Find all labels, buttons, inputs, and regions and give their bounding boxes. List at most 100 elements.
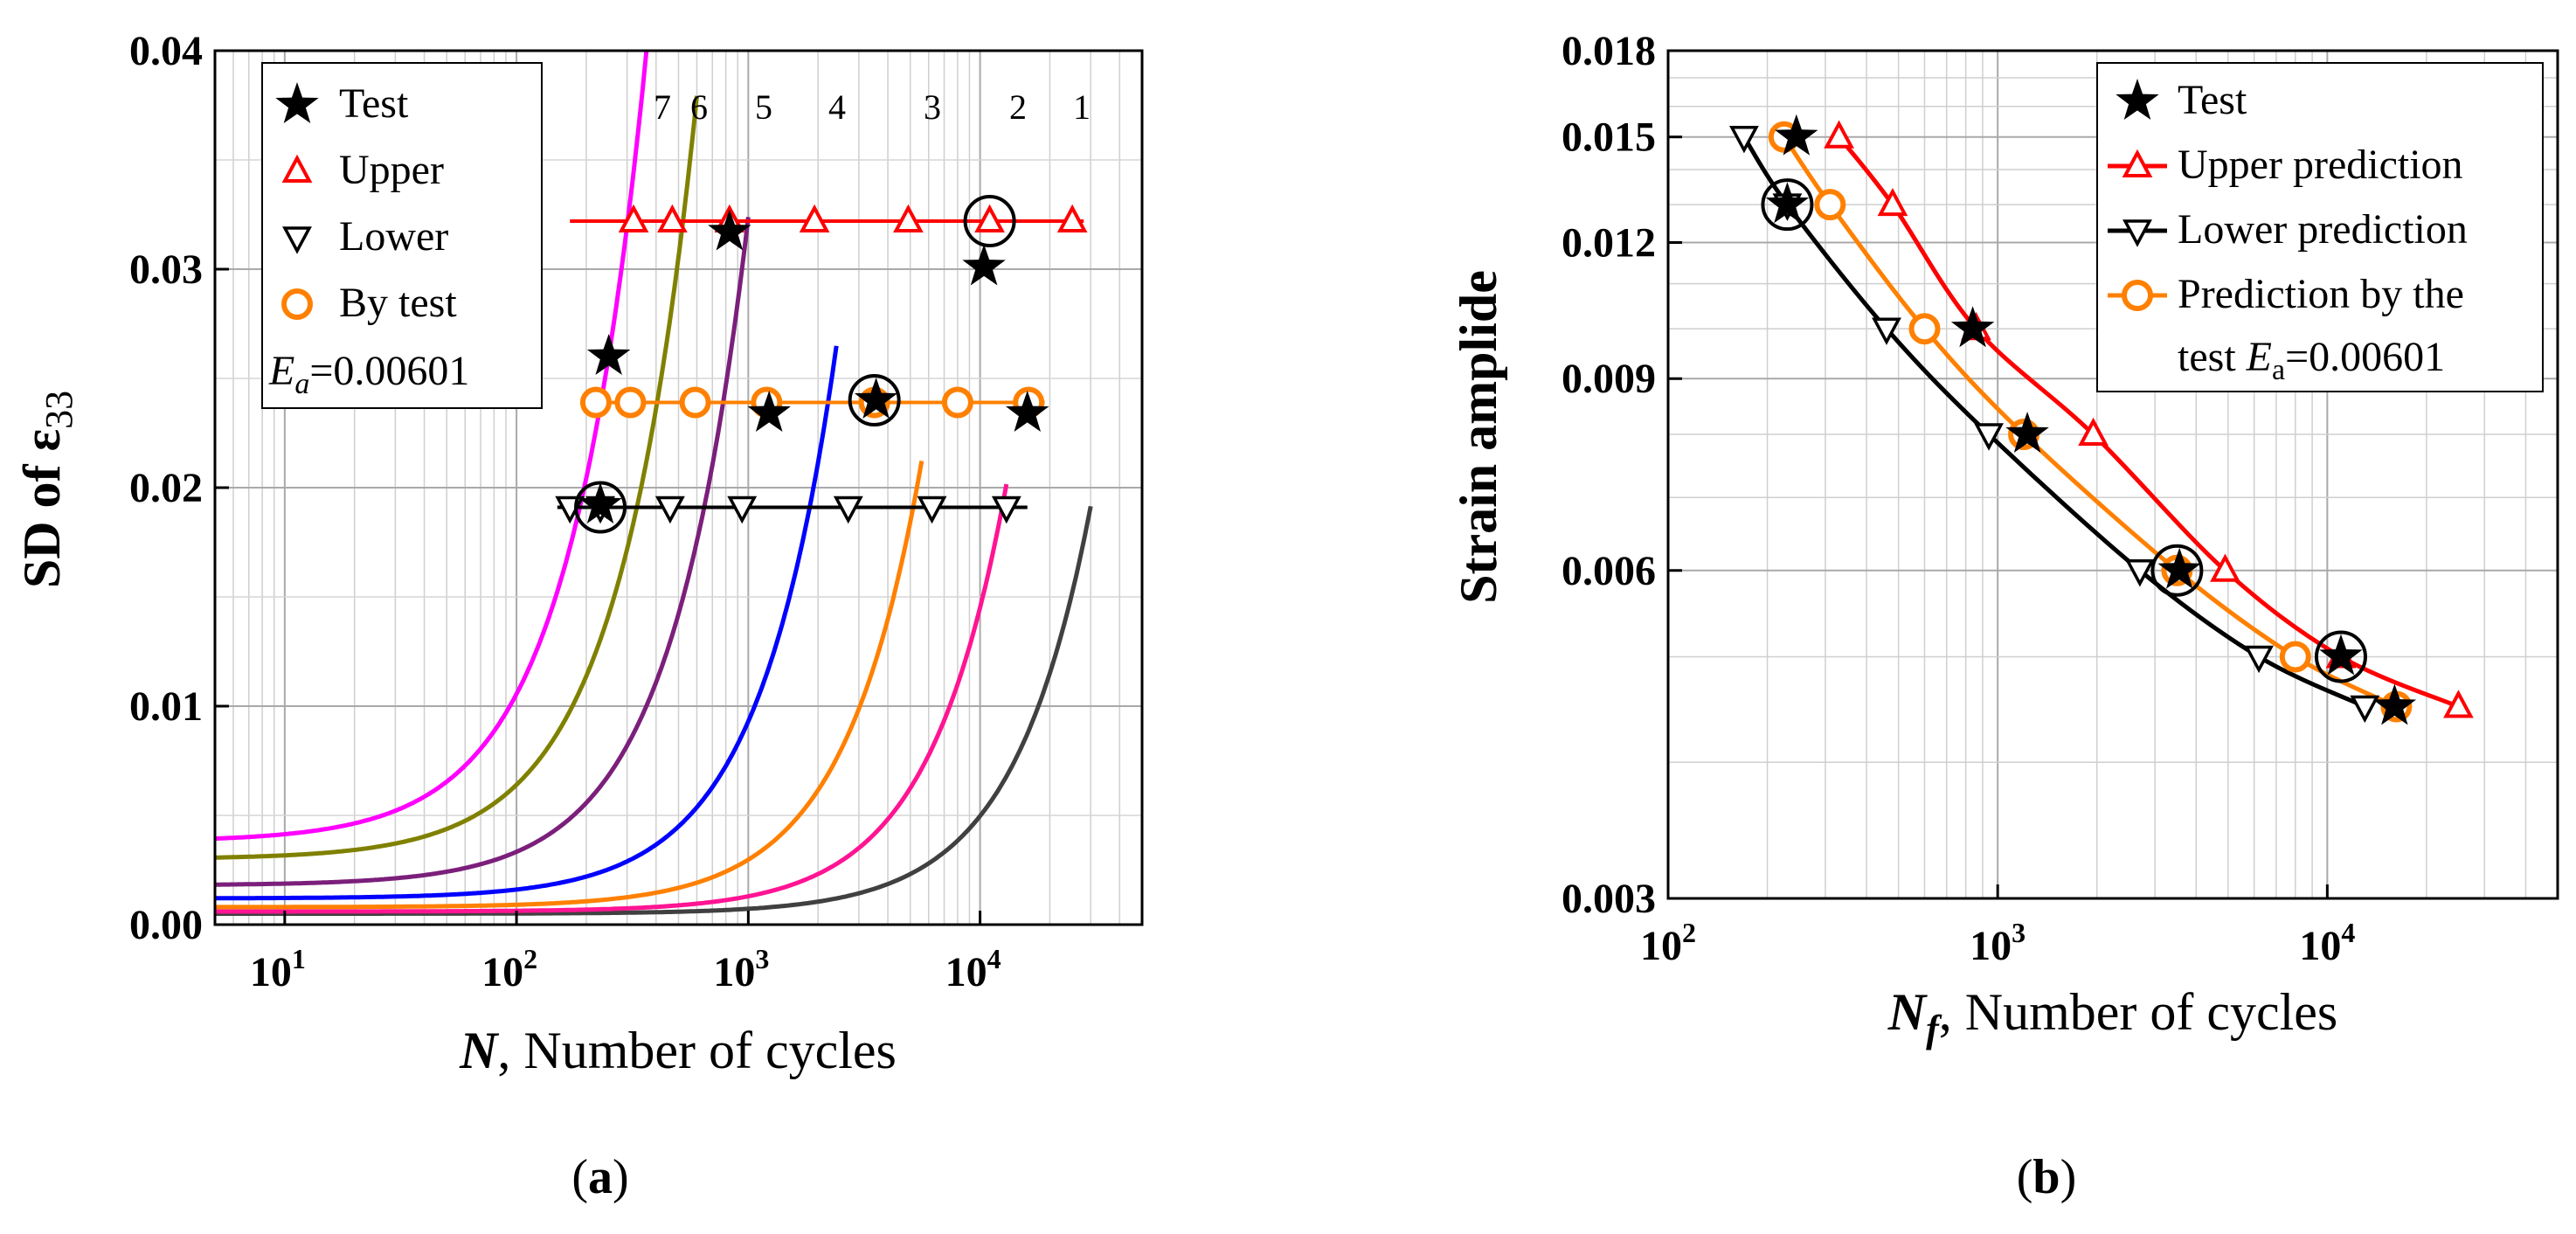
circled-point <box>2314 630 2367 683</box>
panel-a-curves <box>215 51 1093 916</box>
upper-point <box>618 204 649 232</box>
point-lower-prediction <box>2124 559 2155 587</box>
test-point <box>586 334 631 375</box>
bytest-point <box>941 386 973 419</box>
panel-b-label: (b) <box>2017 1150 2076 1204</box>
y-tick-label: 0.03 <box>129 246 203 293</box>
point-test <box>1765 182 1810 224</box>
legend-a-label-upper: Upper <box>339 147 444 193</box>
legend-b-label-test: Test <box>2178 77 2247 123</box>
y-tick-label: 0.02 <box>129 465 203 511</box>
curve-label-7: 7 <box>654 87 671 127</box>
x-tick-label: 103 <box>1970 917 2025 969</box>
legend-b-label-by-test: Prediction by the <box>2178 271 2464 317</box>
legend-b-label-lower: Lower prediction <box>2178 206 2468 253</box>
x-tick-label: 101 <box>250 943 306 995</box>
curve-label-1: 1 <box>1073 87 1091 127</box>
bytest-point <box>679 386 711 419</box>
y-tick-label: 0.00 <box>129 902 203 948</box>
legend-b-marker-1 <box>2122 149 2153 177</box>
legend-a-label-by-test: By test <box>339 280 457 326</box>
upper-point <box>1056 204 1088 232</box>
test-point <box>708 209 751 251</box>
bytest-point <box>614 386 647 419</box>
panel-b-legend-box <box>2096 62 2544 392</box>
x-tick-label: 103 <box>713 943 769 995</box>
point-upper-prediction <box>2078 417 2109 447</box>
circled-point <box>848 374 901 426</box>
legend-a-label-test: Test <box>339 80 409 127</box>
test-point <box>578 482 622 523</box>
panel-b-y-axis-title: Strain amplide <box>1450 270 1507 604</box>
y-tick-label: 0.04 <box>129 28 203 74</box>
test-point <box>962 244 1006 286</box>
lower-point <box>654 496 685 524</box>
panel-b-ticks: 0.003 0.006 0.009 0.012 0.015 0.018 102 103 104 <box>1562 28 2355 969</box>
panel-a-curve-labels: 1 2 3 4 5 6 7 <box>654 87 1091 127</box>
y-tick-label: 0.01 <box>129 683 203 730</box>
lower-point <box>833 496 863 524</box>
legend-b-marker-3 <box>2122 280 2153 311</box>
y-tick-label: 0.018 <box>1562 28 1656 74</box>
point-lower-prediction <box>2244 645 2274 674</box>
panel-a-markers <box>555 195 1088 534</box>
curve-label-4: 4 <box>828 87 846 127</box>
point-prediction-by-the-test <box>1908 313 1941 345</box>
test-point <box>854 378 898 419</box>
panel-a-reference-lines <box>557 219 1084 510</box>
point-upper-prediction <box>2443 690 2474 718</box>
point-lower-prediction <box>1728 125 1759 154</box>
x-tick-label: 102 <box>1640 917 1696 969</box>
test-point <box>747 391 791 432</box>
legend-a-marker-upper <box>281 154 313 183</box>
legend-b-label-upper: Upper prediction <box>2178 142 2463 188</box>
circled-point <box>1761 178 1814 232</box>
upper-point <box>799 204 830 232</box>
panel-a-legend-markers <box>275 82 319 320</box>
curve-label-5: 5 <box>755 87 772 127</box>
curve-3 <box>215 460 924 910</box>
point-prediction-by-the-test <box>1814 189 1846 221</box>
panel-a-legend: Test Upper Lower By test Ea=0.00601 <box>261 62 543 409</box>
point-test <box>2372 683 2417 725</box>
point-lower-prediction <box>1872 317 1901 345</box>
curve-label-3: 3 <box>924 87 941 127</box>
upper-point <box>893 204 924 232</box>
point-lower-prediction <box>2350 695 2380 724</box>
legend-a-marker-test <box>275 82 319 123</box>
lower-point <box>727 496 758 524</box>
point-prediction-by-the-test <box>2279 641 2311 673</box>
legend-b-marker-0 <box>2116 79 2159 120</box>
point-upper-prediction <box>1824 120 1854 149</box>
panel-a: 0.00 0.01 0.02 0.03 0.04 101 102 103 104 1 2 3 4… <box>13 28 1144 1204</box>
lower-point <box>991 496 1021 524</box>
point-test <box>1950 306 1995 348</box>
point-test <box>1775 114 1818 156</box>
curve-1 <box>215 505 1093 916</box>
curve-7 <box>215 51 649 842</box>
panel-b-markers <box>1728 114 2474 725</box>
curve-2 <box>215 483 1009 914</box>
circled-point <box>963 195 1016 247</box>
panel-b-legend-markers <box>2108 79 2167 311</box>
x-tick-label: 104 <box>2299 917 2355 969</box>
legend-a-annotation: Ea=0.00601 <box>268 348 469 400</box>
y-tick-label: 0.009 <box>1562 356 1656 402</box>
panel-a-x-axis-title: N, Number of cycles <box>459 1022 897 1079</box>
x-tick-label: 102 <box>481 943 537 995</box>
y-tick-label: 0.015 <box>1562 114 1656 161</box>
x-tick-label: 104 <box>945 943 1001 995</box>
y-tick-label: 0.003 <box>1562 876 1656 922</box>
panel-a-ticks: 0.00 0.01 0.02 0.03 0.04 101 102 103 104 <box>129 28 1001 995</box>
test-point <box>1006 391 1049 432</box>
legend-b-label-by-test-line2: test Ea=0.00601 <box>2178 334 2445 386</box>
legend-a-label-lower: Lower <box>339 213 448 260</box>
y-tick-label: 0.006 <box>1562 548 1656 594</box>
panel-b-plot-frame <box>1666 49 2559 900</box>
panel-a-y-axis-title: SD of ε33 <box>13 391 80 588</box>
legend-a-marker-by-test <box>281 288 313 320</box>
point-lower-prediction <box>1974 423 2004 451</box>
bytest-point <box>579 386 612 419</box>
